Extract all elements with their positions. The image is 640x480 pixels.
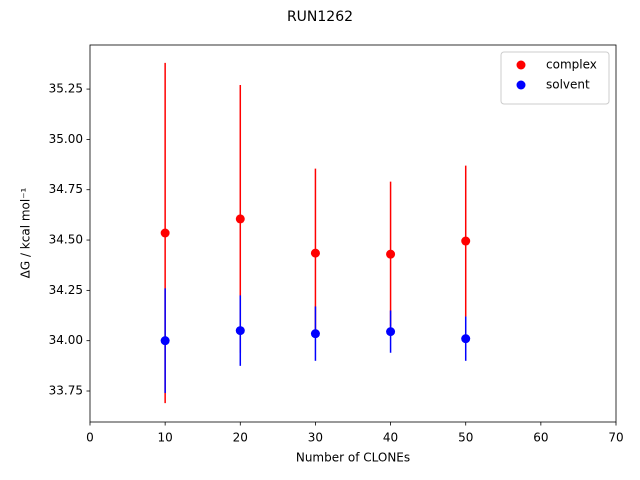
y-tick-label: 35.25: [49, 82, 83, 96]
x-tick-label: 60: [533, 431, 548, 445]
x-tick-label: 30: [308, 431, 323, 445]
legend-box: [500, 51, 610, 105]
data-point: [386, 327, 396, 337]
x-tick-label: 50: [458, 431, 473, 445]
data-point: [160, 336, 170, 346]
data-point: [386, 249, 396, 259]
chart-title: RUN1262: [287, 9, 353, 25]
y-tick-label: 35.00: [49, 132, 83, 146]
x-axis-label: Number of CLONEs: [296, 451, 410, 465]
y-axis-label: ΔG / kcal mol⁻¹: [19, 187, 33, 278]
legend-marker: [516, 80, 526, 90]
x-tick-label: 10: [158, 431, 173, 445]
legend-label: complex: [546, 58, 597, 72]
data-point: [235, 214, 245, 224]
x-tick-label: 20: [233, 431, 248, 445]
y-tick-label: 34.25: [49, 283, 83, 297]
x-tick-label: 0: [86, 431, 94, 445]
data-point: [235, 326, 245, 336]
plot-frame: [89, 44, 617, 423]
data-point: [310, 248, 320, 258]
data-point: [310, 329, 320, 339]
data-point: [461, 236, 471, 246]
data-point: [160, 228, 170, 238]
x-tick-label: 40: [383, 431, 398, 445]
legend-label: solvent: [546, 78, 590, 92]
x-tick-label: 70: [608, 431, 623, 445]
y-tick-label: 34.00: [49, 333, 83, 347]
y-tick-label: 34.50: [49, 233, 83, 247]
y-tick-label: 34.75: [49, 182, 83, 196]
y-tick-label: 33.75: [49, 384, 83, 398]
legend-marker: [516, 60, 526, 70]
data-point: [461, 334, 471, 344]
